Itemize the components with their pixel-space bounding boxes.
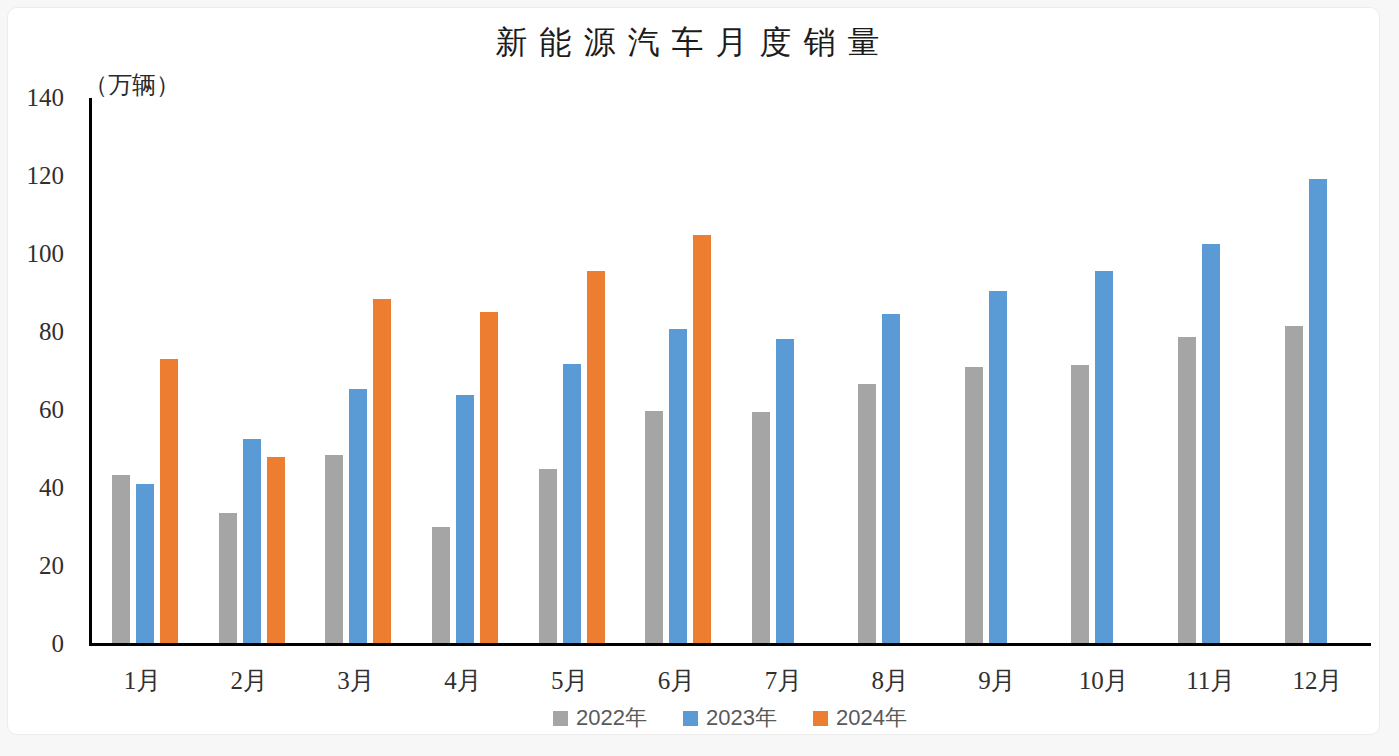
bar-group-3月 [305,98,412,643]
y-axis-tick-label: 120 [8,161,64,191]
y-axis-tick-label: 0 [8,629,64,659]
bar-2023年-2月 [243,439,261,643]
bar-2023年-12月 [1309,179,1327,643]
legend-item-2024年: 2024年 [813,703,907,733]
legend-label: 2023年 [706,703,777,733]
bar-2024年-6月 [693,235,711,643]
y-axis-tick-label: 100 [8,239,64,269]
bar-2023年-5月 [563,364,581,643]
x-axis-tick-label: 2月 [196,664,303,697]
legend-label: 2022年 [576,703,647,733]
bar-2022年-3月 [325,455,343,643]
bar-2022年-5月 [539,469,557,643]
legend-swatch-icon [813,711,828,726]
y-axis-tick-label: 20 [8,551,64,581]
bar-2022年-1月 [112,475,130,643]
y-axis-tick-label: 140 [8,83,64,113]
legend-label: 2024年 [836,703,907,733]
bar-group-9月 [945,98,1052,643]
x-axis-tick-label: 12月 [1264,664,1371,697]
bar-group-2月 [199,98,306,643]
x-axis-tick-label: 8月 [837,664,944,697]
legend-swatch-icon [553,711,568,726]
bar-2023年-7月 [776,339,794,643]
x-axis-tick-label: 7月 [730,664,837,697]
chart-title: 新能源汽车月度销量 [8,21,1379,65]
y-axis-tick-label: 40 [8,473,64,503]
x-axis-tick-label: 5月 [516,664,623,697]
bar-group-11月 [1158,98,1265,643]
bar-2023年-3月 [349,389,367,643]
bar-2023年-9月 [989,291,1007,643]
bar-2024年-1月 [160,359,178,643]
x-axis-tick-labels: 1月2月3月4月5月6月7月8月9月10月11月12月 [89,664,1371,697]
x-axis-tick-label: 9月 [944,664,1051,697]
bar-2022年-9月 [965,367,983,643]
x-axis-tick-label: 3月 [303,664,410,697]
bar-2022年-8月 [858,384,876,643]
x-axis-tick-label: 1月 [89,664,196,697]
bar-group-4月 [412,98,519,643]
bar-group-12月 [1264,98,1371,643]
bar-2022年-2月 [219,513,237,643]
bar-2022年-6月 [645,411,663,643]
legend-swatch-icon [683,711,698,726]
bar-2024年-4月 [480,312,498,643]
bar-group-10月 [1051,98,1158,643]
x-axis-tick-label: 4月 [409,664,516,697]
bar-2022年-10月 [1071,365,1089,643]
y-axis-tick-label: 60 [8,395,64,425]
legend-item-2023年: 2023年 [683,703,777,733]
bar-group-6月 [625,98,732,643]
bar-group-7月 [731,98,838,643]
y-axis-tick-label: 80 [8,317,64,347]
bar-2023年-8月 [882,314,900,643]
bar-2022年-4月 [432,527,450,643]
bar-2023年-11月 [1202,244,1220,643]
bar-2023年-6月 [669,329,687,643]
bar-groups [92,98,1371,643]
plot-area [89,98,1371,646]
bar-2023年-10月 [1095,271,1113,643]
bar-group-1月 [92,98,199,643]
x-axis-tick-label: 6月 [623,664,730,697]
x-axis-tick-label: 10月 [1050,664,1157,697]
bar-2022年-12月 [1285,326,1303,643]
bar-2022年-11月 [1178,337,1196,643]
bar-2024年-2月 [267,457,285,643]
bar-2024年-5月 [587,271,605,643]
bar-2024年-3月 [373,299,391,643]
bar-2022年-7月 [752,412,770,643]
legend-item-2022年: 2022年 [553,703,647,733]
bar-2023年-4月 [456,395,474,643]
bar-2023年-1月 [136,484,154,643]
x-axis-tick-label: 11月 [1157,664,1264,697]
y-axis-unit-label: （万辆） [84,69,180,101]
bar-group-5月 [518,98,625,643]
bar-group-8月 [838,98,945,643]
legend: 2022年 2023年 2024年 [89,703,1371,733]
chart-card: 新能源汽车月度销量 （万辆） 0 20 40 60 80 100 120 140 1月2月3月… [7,7,1380,735]
